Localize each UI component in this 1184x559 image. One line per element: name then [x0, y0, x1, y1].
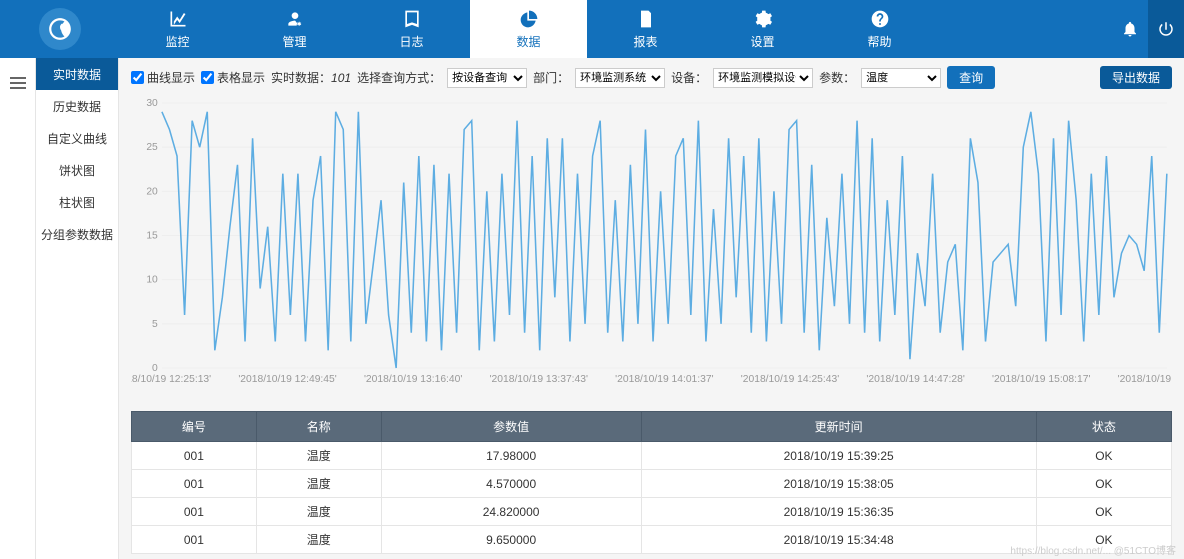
toolbar: 曲线显示 表格显示 实时数据：101 选择查询方式： 按设备查询 部门： 环境监… [131, 66, 1172, 89]
table-cell: 9.650000 [381, 526, 641, 554]
watermark: https://blog.csdn.net/... @51CTO博客 [1010, 542, 1176, 557]
nav-item-chart-line[interactable]: 监控 [119, 0, 236, 58]
table-cell: 温度 [256, 498, 381, 526]
svg-text:15: 15 [146, 231, 158, 242]
table-header: 状态 [1036, 412, 1171, 442]
sidebar-item-4[interactable]: 柱状图 [36, 186, 118, 218]
nav-label: 数据 [516, 33, 540, 50]
table-row: 001温度17.980002018/10/19 15:39:25OK [132, 442, 1172, 470]
topbar-right [1112, 0, 1184, 58]
nav-item-book[interactable]: 日志 [353, 0, 470, 58]
table-cell: 4.570000 [381, 470, 641, 498]
query-mode-select[interactable]: 按设备查询 [447, 68, 527, 88]
svg-text:'2018/10/19 14:25:43': '2018/10/19 14:25:43' [741, 374, 839, 385]
top-nav: 监控 管理 日志 数据 报表 设置 帮助 [119, 0, 1112, 58]
nav-label: 管理 [282, 33, 306, 50]
table-cell: 温度 [256, 470, 381, 498]
user-cog-icon [285, 9, 305, 29]
table-cell: OK [1036, 470, 1171, 498]
topbar: 监控 管理 日志 数据 报表 设置 帮助 [0, 0, 1184, 58]
sidebar: 实时数据历史数据自定义曲线饼状图柱状图分组参数数据 [36, 58, 119, 559]
svg-text:'2018/10/19 13:16:40': '2018/10/19 13:16:40' [364, 374, 462, 385]
svg-text:20: 20 [146, 186, 158, 197]
logo [0, 0, 119, 58]
logo-icon [39, 8, 81, 50]
sidebar-item-0[interactable]: 实时数据 [36, 58, 118, 90]
table-header: 参数值 [381, 412, 641, 442]
power-button[interactable] [1148, 0, 1184, 58]
nav-item-gear[interactable]: 设置 [704, 0, 821, 58]
param-label: 参数： [819, 69, 855, 86]
table-cell: 17.98000 [381, 442, 641, 470]
svg-text:30: 30 [146, 98, 158, 109]
table-cell: 24.820000 [381, 498, 641, 526]
table-cell: 2018/10/19 15:38:05 [641, 470, 1036, 498]
table-row: 001温度4.5700002018/10/19 15:38:05OK [132, 470, 1172, 498]
svg-text:5: 5 [152, 319, 158, 330]
table-cell: 2018/10/19 15:39:25 [641, 442, 1036, 470]
dept-select[interactable]: 环境监测系统 [575, 68, 665, 88]
gear-icon [753, 9, 773, 29]
sidebar-item-5[interactable]: 分组参数数据 [36, 218, 118, 250]
device-select[interactable]: 环境监测模拟设备 [713, 68, 813, 88]
curve-checkbox[interactable]: 曲线显示 [131, 69, 195, 86]
chart-line-icon [168, 9, 188, 29]
book-icon [402, 9, 422, 29]
nav-item-help[interactable]: 帮助 [821, 0, 938, 58]
svg-text:'2018/10/19 13:37:43': '2018/10/19 13:37:43' [490, 374, 588, 385]
table-header: 更新时间 [641, 412, 1036, 442]
svg-text:'2018/10/19 15:08:17': '2018/10/19 15:08:17' [992, 374, 1090, 385]
query-mode-label: 选择查询方式： [357, 69, 441, 86]
svg-text:'2018/10/19 15:33:04': '2018/10/19 15:33:04' [1118, 374, 1172, 385]
device-label: 设备： [671, 69, 707, 86]
svg-text:'2018/10/19 14:47:28': '2018/10/19 14:47:28' [866, 374, 964, 385]
nav-label: 监控 [165, 33, 189, 50]
sidebar-toggle[interactable] [0, 58, 36, 559]
table-cell: 001 [132, 442, 257, 470]
table-cell: OK [1036, 442, 1171, 470]
nav-label: 日志 [399, 33, 423, 50]
svg-text:'2018/10/19 12:25:13': '2018/10/19 12:25:13' [131, 374, 211, 385]
table-cell: 2018/10/19 15:34:48 [641, 526, 1036, 554]
sidebar-item-2[interactable]: 自定义曲线 [36, 122, 118, 154]
data-table: 编号名称参数值更新时间状态001温度17.980002018/10/19 15:… [131, 411, 1172, 554]
realtime-label: 实时数据：101 [271, 69, 351, 86]
svg-text:0: 0 [152, 363, 158, 374]
table-cell: 温度 [256, 442, 381, 470]
doc-icon [636, 9, 656, 29]
help-icon [870, 9, 890, 29]
table-cell: 001 [132, 470, 257, 498]
table-cell: 温度 [256, 526, 381, 554]
table-row: 001温度24.8200002018/10/19 15:36:35OK [132, 498, 1172, 526]
table-cell: 001 [132, 498, 257, 526]
nav-label: 报表 [633, 33, 657, 50]
nav-item-pie[interactable]: 数据 [470, 0, 587, 58]
svg-text:25: 25 [146, 142, 158, 153]
table-header: 名称 [256, 412, 381, 442]
param-select[interactable]: 温度 [861, 68, 941, 88]
table-cell: 2018/10/19 15:36:35 [641, 498, 1036, 526]
nav-label: 设置 [750, 33, 774, 50]
export-button[interactable]: 导出数据 [1100, 66, 1172, 89]
dept-label: 部门： [533, 69, 569, 86]
query-button[interactable]: 查询 [947, 66, 995, 89]
table-checkbox[interactable]: 表格显示 [201, 69, 265, 86]
main: 实时数据历史数据自定义曲线饼状图柱状图分组参数数据 曲线显示 表格显示 实时数据… [0, 58, 1184, 559]
sidebar-item-3[interactable]: 饼状图 [36, 154, 118, 186]
nav-label: 帮助 [867, 33, 891, 50]
table-cell: OK [1036, 498, 1171, 526]
nav-item-doc[interactable]: 报表 [587, 0, 704, 58]
content: 曲线显示 表格显示 实时数据：101 选择查询方式： 按设备查询 部门： 环境监… [119, 58, 1184, 559]
hamburger-icon [10, 74, 26, 559]
chart: 0 5 10 15 20 25 30 '2018/10/19 12:25:13' '2018/1… [131, 93, 1172, 403]
svg-text:'2018/10/19 12:49:45': '2018/10/19 12:49:45' [238, 374, 336, 385]
svg-text:'2018/10/19 14:01:37': '2018/10/19 14:01:37' [615, 374, 713, 385]
svg-text:10: 10 [146, 275, 158, 286]
table-cell: 001 [132, 526, 257, 554]
sidebar-item-1[interactable]: 历史数据 [36, 90, 118, 122]
nav-item-user-cog[interactable]: 管理 [236, 0, 353, 58]
table-header: 编号 [132, 412, 257, 442]
pie-icon [519, 9, 539, 29]
notifications-button[interactable] [1112, 0, 1148, 58]
